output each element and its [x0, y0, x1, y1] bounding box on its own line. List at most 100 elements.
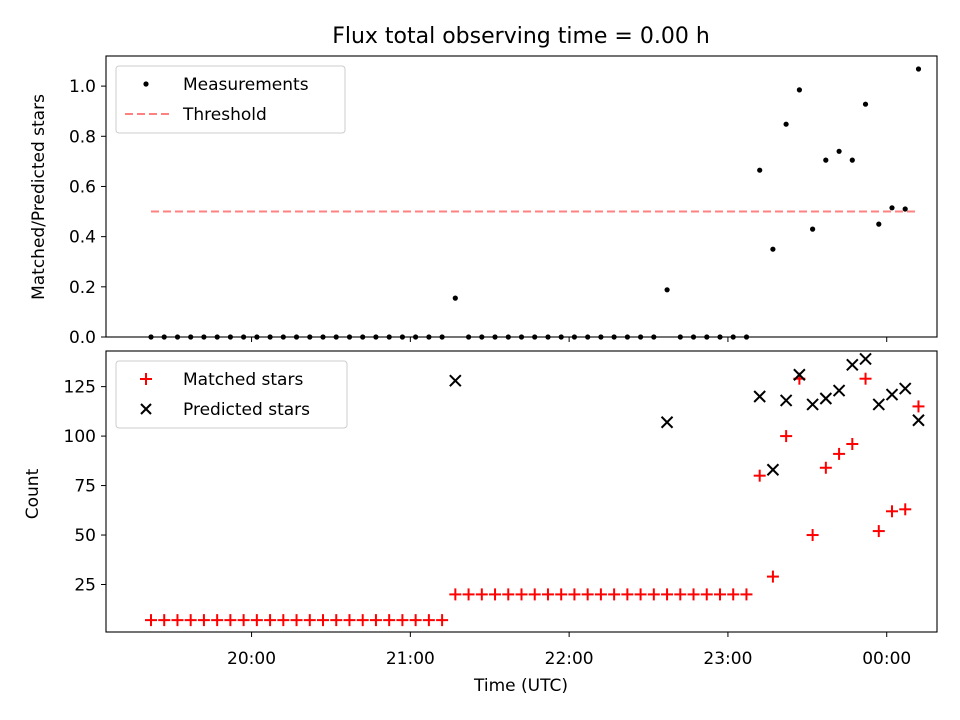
- legend-dot-marker: [143, 81, 149, 87]
- measurement-point: [770, 246, 776, 252]
- matched-star-point: [581, 588, 594, 601]
- bottom-y-tick-label: 100: [64, 427, 96, 447]
- matched-star-point: [846, 438, 859, 451]
- matched-star-point: [303, 614, 316, 627]
- x-tick-label: 21:00: [386, 649, 435, 669]
- matched-star-point: [661, 588, 674, 601]
- measurement-point: [823, 157, 829, 163]
- matched-star-point: [766, 570, 779, 583]
- bottom-y-tick-label: 25: [74, 576, 96, 596]
- matched-star-point: [859, 372, 872, 385]
- matched-star-point: [886, 505, 899, 518]
- predicted-star-point: [872, 398, 885, 411]
- matched-star-point: [436, 614, 449, 627]
- matched-star-point: [713, 588, 726, 601]
- matched-star-point: [475, 588, 488, 601]
- matched-star-point: [568, 588, 581, 601]
- bottom-y-tick-label: 75: [74, 477, 96, 497]
- legend-measurements-label: Measurements: [183, 75, 309, 95]
- top-y-tick-label: 0.2: [69, 278, 96, 298]
- predicted-star-point: [885, 388, 899, 401]
- matched-star-point: [144, 614, 157, 627]
- measurement-point: [902, 206, 908, 212]
- matched-star-point: [211, 614, 224, 627]
- bottom-legend-box: [115, 360, 348, 429]
- x-tick-label: 22:00: [545, 649, 594, 669]
- matched-star-point: [674, 588, 687, 601]
- top-y-tick-label: 0.0: [69, 328, 96, 348]
- matched-star-point: [197, 614, 210, 627]
- matched-star-point: [647, 588, 660, 601]
- matched-star-point: [158, 614, 171, 627]
- bottom-axes-frame: [105, 350, 938, 633]
- top-axes-frame: [105, 55, 938, 338]
- predicted-star-point: [660, 416, 674, 429]
- measurement-point: [915, 66, 922, 72]
- measurement-point: [849, 157, 855, 163]
- measurement-point: [876, 221, 882, 227]
- matched-star-point: [383, 614, 396, 627]
- matched-star-point: [687, 588, 700, 601]
- x-tick-label: 00:00: [862, 649, 911, 669]
- bottom-y-axis-label: Count: [23, 468, 43, 519]
- predicted-star-point: [859, 352, 872, 366]
- matched-star-point: [740, 588, 753, 601]
- matched-star-point: [819, 461, 832, 474]
- matched-star-point: [700, 588, 713, 601]
- legend-x-marker: [140, 403, 152, 415]
- legend-plus-marker: [140, 373, 152, 385]
- measurement-point: [862, 101, 869, 107]
- measurement-point: [796, 87, 803, 93]
- bottom-y-tick-label: 50: [74, 526, 96, 546]
- matched-star-point: [462, 588, 475, 601]
- matched-star-point: [621, 588, 634, 601]
- top-y-tick-label: 0.4: [69, 228, 96, 248]
- matched-star-point: [184, 614, 197, 627]
- predicted-star-point: [899, 382, 912, 395]
- x-tick-label: 20:00: [227, 649, 276, 669]
- matched-star-point: [422, 614, 435, 627]
- matched-star-point: [780, 430, 793, 443]
- matched-star-point: [369, 614, 382, 627]
- x-axis-label: Time (UTC): [473, 676, 568, 696]
- matched-star-point: [872, 525, 885, 538]
- matched-star-point: [899, 503, 912, 516]
- legend-matched-label: Matched stars: [183, 370, 303, 390]
- matched-star-point: [237, 614, 250, 627]
- predicted-star-point: [449, 374, 462, 387]
- matched-star-point: [250, 614, 263, 627]
- x-tick-label: 23:00: [703, 649, 752, 669]
- matched-star-point: [555, 588, 568, 601]
- figure-title: Flux total observing time = 0.00 h: [332, 24, 710, 49]
- matched-star-point: [330, 614, 343, 627]
- top-y-tick-label: 1.0: [69, 77, 96, 97]
- top-legend: Measurements Threshold: [115, 65, 346, 134]
- measurement-point: [810, 226, 816, 232]
- matched-star-point: [356, 614, 369, 627]
- matched-star-point: [224, 614, 237, 627]
- matched-star-point: [396, 614, 409, 627]
- measurement-point: [664, 287, 670, 293]
- measurement-point: [836, 148, 842, 154]
- matched-star-point: [608, 588, 621, 601]
- predicted-star-point: [846, 358, 859, 372]
- matched-star-point: [277, 614, 290, 627]
- legend-predicted-label: Predicted stars: [183, 400, 310, 420]
- predicted-star-point: [753, 390, 766, 403]
- matched-star-point: [502, 588, 515, 601]
- matched-star-point: [541, 588, 554, 601]
- predicted-star-point: [832, 384, 846, 397]
- measurement-point: [889, 205, 895, 211]
- matched-star-point: [489, 588, 502, 601]
- matched-star-point: [171, 614, 184, 627]
- predicted-star-point: [779, 394, 793, 407]
- top-y-axis-label: Matched/Predicted stars: [29, 94, 49, 300]
- measurement-point: [452, 295, 458, 301]
- matched-star-point: [528, 588, 541, 601]
- predicted-star-point: [793, 368, 806, 381]
- matched-star-point: [409, 614, 422, 627]
- matched-star-point: [264, 614, 277, 627]
- matched-star-point: [343, 614, 356, 627]
- measurement-point: [757, 167, 763, 173]
